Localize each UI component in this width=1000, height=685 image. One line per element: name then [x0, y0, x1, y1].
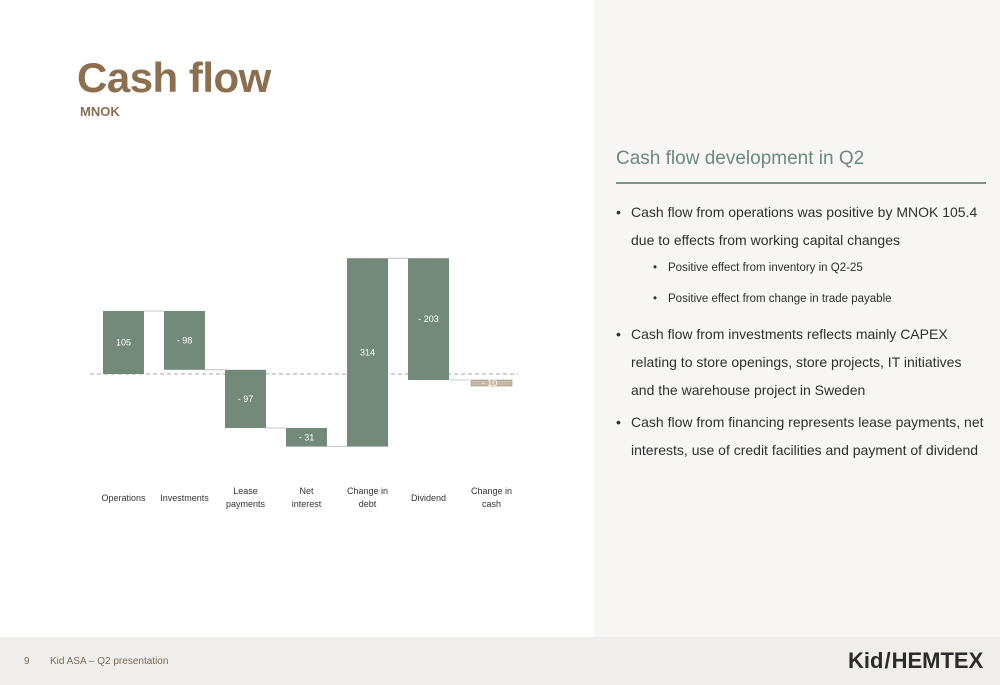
page-title: Cash flow	[77, 54, 271, 101]
bullet-item: • Cash flow from financing represents lea…	[616, 414, 984, 458]
chart-data-label: - 97	[238, 394, 254, 404]
chart-category-label: Change in	[471, 486, 512, 496]
chart-data-label: - 98	[177, 335, 193, 345]
page-number: 9	[24, 656, 30, 667]
chart-bar	[470, 379, 513, 387]
logo-hemtex: HEMTEX	[891, 648, 984, 673]
sub-bullet-item: • Positive effect from change in trade pa…	[653, 293, 892, 305]
chart-category-label: Net	[299, 486, 314, 496]
chart-category-label: Investments	[160, 493, 209, 503]
cash-flow-heading: Cash flow development in Q2	[616, 148, 865, 169]
bullet-item: • Cash flow from investments reflects mai…	[616, 326, 962, 398]
chart-bar	[408, 258, 449, 380]
waterfall-chart: 105 Operations - 98 Investments - 97 Lease pay…	[90, 257, 518, 509]
chart-data-label: - 10	[482, 378, 498, 388]
chart-bar	[164, 311, 205, 370]
bullet-list: • Cash flow from operations was positive …	[616, 198, 986, 468]
chart-data-label: 314	[360, 347, 375, 357]
chart-category-label: interest	[292, 499, 322, 509]
footer-text: Kid ASA – Q2 presentation	[50, 656, 169, 667]
chart-data-label: 105	[116, 338, 131, 348]
chart-category-label: Change in	[347, 486, 388, 496]
chart-category-label: Operations	[101, 493, 146, 503]
chart-category-label: cash	[482, 499, 501, 509]
chart-category-label: Dividend	[411, 493, 446, 503]
chart-category-label: payments	[226, 499, 266, 509]
chart-data-label: - 31	[299, 432, 315, 442]
bullet-item: • Cash flow from operations was positive …	[616, 204, 978, 248]
chart-bar	[103, 311, 144, 374]
bullet-text: Cash flow from financing represents leas…	[631, 414, 984, 458]
footer-bar	[0, 637, 1000, 685]
page-subtitle: MNOK	[80, 104, 120, 119]
chart-bar	[225, 369, 266, 428]
heading-divider	[616, 182, 986, 184]
chart-data-label: - 203	[418, 314, 439, 324]
chart-category-label: debt	[359, 499, 377, 509]
sub-bullet-item: • Positive effect from inventory in Q2-25	[653, 262, 863, 274]
chart-category-label: Lease	[233, 486, 258, 496]
sub-bullet-text: Positive effect from inventory in Q2-25	[668, 262, 863, 274]
left-panel	[0, 0, 594, 637]
bullet-text: Cash flow from investments reflects main…	[631, 326, 962, 398]
bullet-text: Cash flow from operations was positive b…	[631, 204, 978, 248]
chart-bar	[347, 258, 388, 447]
sub-bullet-text: Positive effect from change in trade pay…	[668, 293, 892, 305]
logo-kid: Kid	[848, 648, 884, 673]
logo-slash: /	[884, 648, 891, 673]
chart-bar	[286, 428, 327, 447]
company-logo: Kid/HEMTEX	[848, 648, 983, 674]
right-panel	[594, 0, 1000, 637]
